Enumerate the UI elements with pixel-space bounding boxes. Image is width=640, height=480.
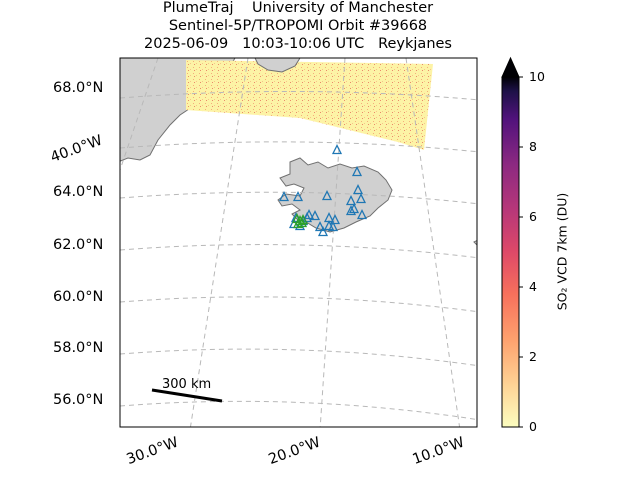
lat-label-62: 62.0°N xyxy=(53,237,104,253)
colorbar-tick-4: 4 xyxy=(529,279,537,294)
colorbar-tick-2: 2 xyxy=(529,349,537,364)
volcano-marker xyxy=(321,190,333,201)
colorbar xyxy=(501,76,520,428)
colorbar-label: SO₂ VCD 7km (DU) xyxy=(554,192,570,311)
volcano-marker xyxy=(314,221,326,232)
volcano-marker xyxy=(301,212,313,223)
scale-bar-label: 300 km xyxy=(162,377,212,392)
colorbar-tick-8: 8 xyxy=(529,139,537,154)
lat-label-68: 68.0°N xyxy=(53,80,104,96)
volcano-marker xyxy=(352,184,364,195)
colorbar-tick-10: 10 xyxy=(529,69,545,84)
title-line-2: Sentinel-5P/TROPOMI Orbit #39668 xyxy=(168,18,428,34)
volcano-marker xyxy=(292,191,304,202)
graticule xyxy=(120,58,477,427)
lat-label-56: 56.0°N xyxy=(53,392,104,408)
highlight-volcano-marker xyxy=(297,214,309,225)
volcano-marker xyxy=(351,166,363,177)
volcano-marker xyxy=(355,193,367,204)
colorbar-tick-0: 0 xyxy=(529,419,537,434)
volcano-marker xyxy=(317,226,329,237)
volcano-marker xyxy=(309,210,321,221)
title-line-3: 2025-06-09 10:03-10:06 UTC Reykjanes xyxy=(144,36,452,52)
so2-swath xyxy=(186,60,433,150)
map-frame xyxy=(119,57,478,428)
volcano-marker xyxy=(356,209,368,220)
highlight-volcano-markers xyxy=(291,213,309,229)
greenland-coast-ne xyxy=(254,58,301,73)
scale-bar xyxy=(151,388,223,403)
lat-label-60: 60.0°N xyxy=(53,289,104,305)
lat-label-64: 64.0°N xyxy=(53,184,104,200)
map-area xyxy=(120,58,477,427)
volcano-marker xyxy=(331,144,343,155)
volcano-marker xyxy=(327,221,339,232)
volcano-marker xyxy=(329,214,341,225)
volcano-marker xyxy=(345,205,357,216)
lat-label-58: 58.0°N xyxy=(53,340,104,356)
title-line-1: PlumeTraj University of Manchester xyxy=(162,0,434,16)
volcano-marker xyxy=(278,191,290,202)
volcano-markers xyxy=(278,144,368,237)
faroe-islands xyxy=(473,239,477,246)
colorbar-tick-6: 6 xyxy=(529,209,537,224)
colorbar-ticks xyxy=(519,76,523,428)
volcano-marker xyxy=(345,195,357,206)
colorbar-extend-arrow xyxy=(501,56,520,78)
